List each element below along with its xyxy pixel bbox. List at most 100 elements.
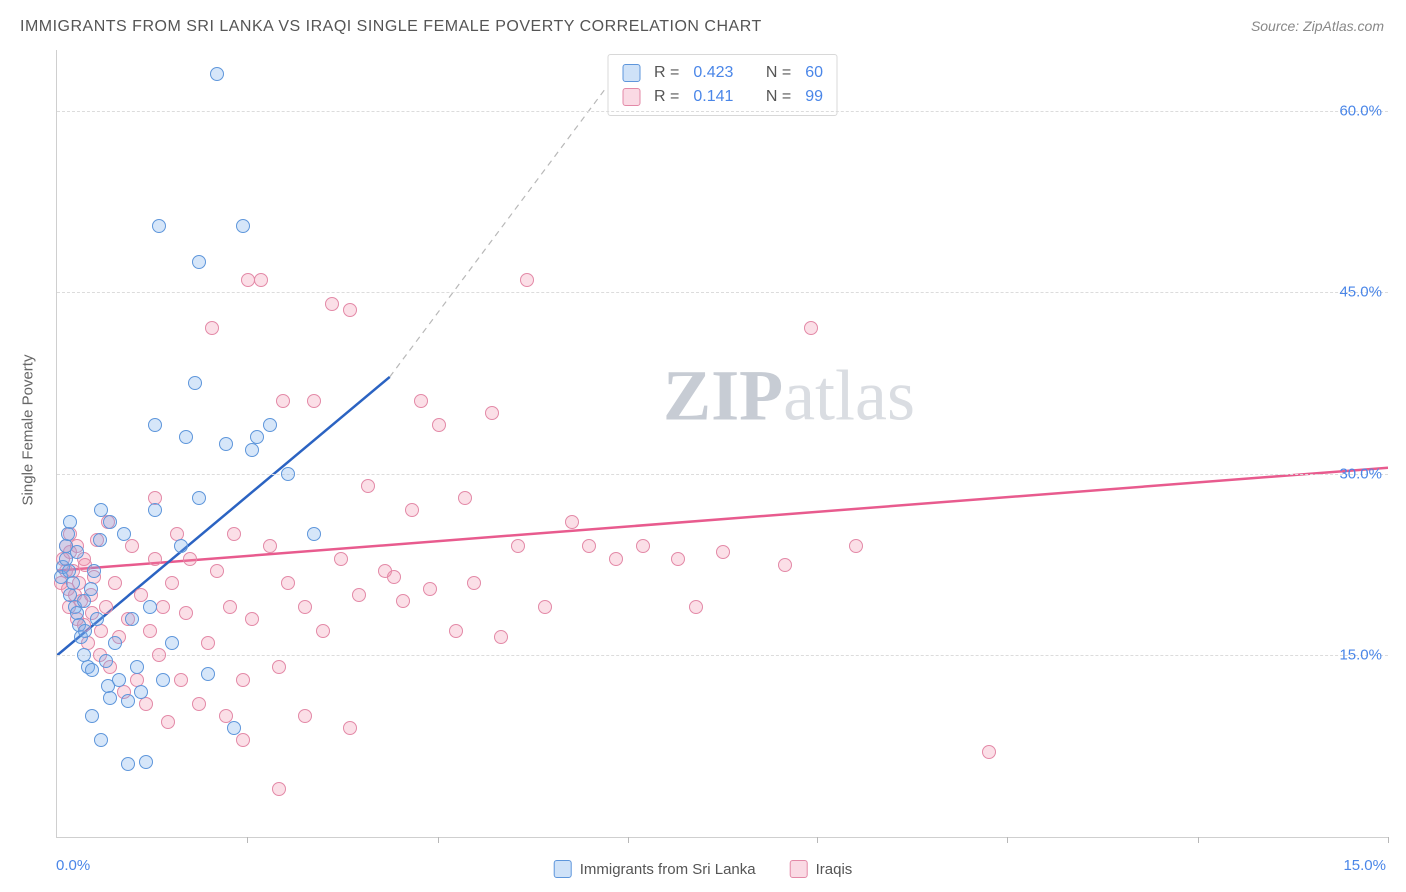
swatch-series-b — [622, 88, 640, 106]
series-a-name: Immigrants from Sri Lanka — [580, 861, 756, 878]
scatter-point — [778, 558, 792, 572]
scatter-point — [179, 430, 193, 444]
scatter-point — [125, 612, 139, 626]
scatter-point — [250, 430, 264, 444]
x-tick-mark — [1007, 837, 1008, 843]
scatter-point — [276, 394, 290, 408]
scatter-point — [582, 539, 596, 553]
scatter-point — [849, 539, 863, 553]
scatter-point — [192, 255, 206, 269]
scatter-point — [520, 273, 534, 287]
scatter-point — [125, 539, 139, 553]
scatter-point — [716, 545, 730, 559]
scatter-point — [156, 600, 170, 614]
scatter-point — [494, 630, 508, 644]
x-origin-label: 0.0% — [56, 857, 90, 874]
x-tick-mark — [817, 837, 818, 843]
chart-container: IMMIGRANTS FROM SRI LANKA VS IRAQI SINGL… — [0, 0, 1406, 892]
scatter-point — [636, 539, 650, 553]
scatter-point — [316, 624, 330, 638]
scatter-point — [192, 491, 206, 505]
scatter-point — [334, 552, 348, 566]
scatter-point — [94, 733, 108, 747]
r-value-b: 0.141 — [693, 85, 733, 109]
chart-title: IMMIGRANTS FROM SRI LANKA VS IRAQI SINGL… — [20, 18, 762, 36]
series-b-name: Iraqis — [816, 861, 853, 878]
scatter-point — [254, 273, 268, 287]
swatch-b-icon — [790, 860, 808, 878]
plot-area: ZIPatlas R = 0.423 N = 60 R = 0.141 N = — [56, 50, 1388, 838]
scatter-point — [236, 219, 250, 233]
scatter-point — [85, 709, 99, 723]
scatter-point — [121, 757, 135, 771]
scatter-point — [152, 219, 166, 233]
source-attribution: Source: ZipAtlas.com — [1251, 18, 1384, 34]
scatter-point — [263, 539, 277, 553]
scatter-point — [298, 600, 312, 614]
bottom-legend-b: Iraqis — [790, 860, 853, 878]
scatter-point — [143, 600, 157, 614]
scatter-point — [485, 406, 499, 420]
scatter-point — [174, 539, 188, 553]
n-label: N = — [766, 85, 791, 109]
scatter-point — [609, 552, 623, 566]
scatter-point — [210, 67, 224, 81]
scatter-point — [467, 576, 481, 590]
x-tick-mark — [438, 837, 439, 843]
x-max-label: 15.0% — [1343, 857, 1386, 874]
scatter-point — [236, 673, 250, 687]
scatter-point — [183, 552, 197, 566]
scatter-point — [165, 636, 179, 650]
scatter-point — [227, 527, 241, 541]
scatter-point — [61, 527, 75, 541]
scatter-point — [325, 297, 339, 311]
bottom-legend-a: Immigrants from Sri Lanka — [554, 860, 756, 878]
scatter-point — [84, 582, 98, 596]
scatter-point — [565, 515, 579, 529]
scatter-point — [245, 612, 259, 626]
scatter-point — [272, 782, 286, 796]
scatter-point — [236, 733, 250, 747]
scatter-point — [93, 533, 107, 547]
scatter-point — [538, 600, 552, 614]
gridline-h — [57, 474, 1388, 475]
scatter-point — [405, 503, 419, 517]
scatter-point — [396, 594, 410, 608]
scatter-point — [307, 394, 321, 408]
scatter-point — [201, 636, 215, 650]
scatter-point — [103, 515, 117, 529]
scatter-point — [174, 673, 188, 687]
scatter-point — [227, 721, 241, 735]
scatter-point — [139, 697, 153, 711]
scatter-point — [148, 552, 162, 566]
gridline-h — [57, 111, 1388, 112]
scatter-point — [343, 303, 357, 317]
scatter-point — [188, 376, 202, 390]
scatter-point — [804, 321, 818, 335]
scatter-point — [161, 715, 175, 729]
scatter-point — [343, 721, 357, 735]
n-value-b: 99 — [805, 85, 823, 109]
scatter-point — [982, 745, 996, 759]
scatter-point — [263, 418, 277, 432]
scatter-point — [414, 394, 428, 408]
y-axis-label: Single Female Poverty — [20, 355, 37, 506]
swatch-series-a — [622, 64, 640, 82]
y-tick-label: 60.0% — [1339, 102, 1382, 119]
chart-area: Single Female Poverty ZIPatlas R = 0.423… — [18, 50, 1388, 880]
scatter-point — [148, 418, 162, 432]
scatter-point — [66, 576, 80, 590]
scatter-point — [223, 600, 237, 614]
stats-legend: R = 0.423 N = 60 R = 0.141 N = 99 — [607, 54, 838, 116]
scatter-point — [281, 467, 295, 481]
n-value-a: 60 — [805, 61, 823, 85]
scatter-point — [281, 576, 295, 590]
scatter-point — [449, 624, 463, 638]
scatter-point — [117, 527, 131, 541]
scatter-point — [63, 515, 77, 529]
scatter-point — [361, 479, 375, 493]
scatter-point — [143, 624, 157, 638]
scatter-point — [77, 594, 91, 608]
scatter-point — [298, 709, 312, 723]
r-label: R = — [654, 85, 679, 109]
